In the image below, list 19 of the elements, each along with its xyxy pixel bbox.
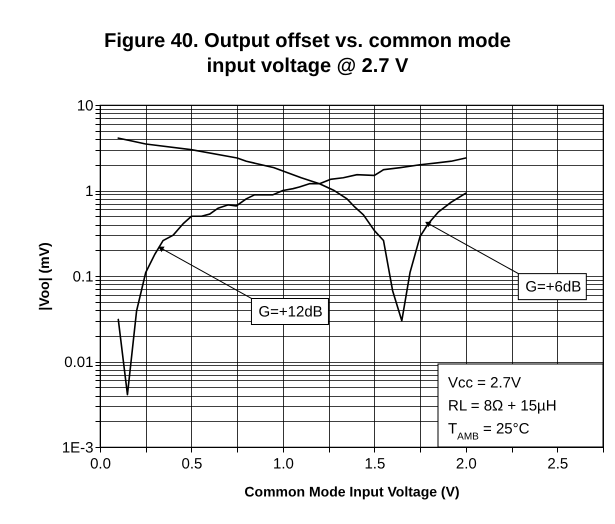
y-tick-label: 1 (85, 183, 94, 200)
x-tick-label: 2.5 (547, 456, 568, 472)
x-axis-title: Common Mode Input Voltage (V) (244, 484, 460, 500)
x-tick-label: 0.0 (90, 456, 111, 472)
chart-title: Figure 40. Output offset vs. common mode input voltage @ 2.7 V (104, 30, 511, 77)
y-axis-title: |Voo| (mV) (36, 242, 53, 311)
y-tick-label: 0.01 (64, 354, 94, 371)
y-tick-label: 1E-3 (62, 440, 94, 456)
x-tick-label: 0.5 (182, 456, 202, 472)
y-tick-label: 0.1 (72, 268, 94, 286)
x-tick-label: 2.0 (456, 456, 477, 472)
annotation: Vcc = 2.7V (448, 374, 521, 392)
annotation: G=+6dB (525, 278, 582, 296)
annotation: RL = 8Ω + 15µH (448, 398, 557, 414)
annotation: T$_{AMB}$ = 25°C (448, 420, 530, 442)
y-tick-label: 10 (76, 98, 94, 114)
x-tick-label: 1.0 (272, 456, 294, 472)
annotation: G=+12dB (258, 303, 323, 320)
x-tick-label: 1.5 (364, 456, 386, 472)
